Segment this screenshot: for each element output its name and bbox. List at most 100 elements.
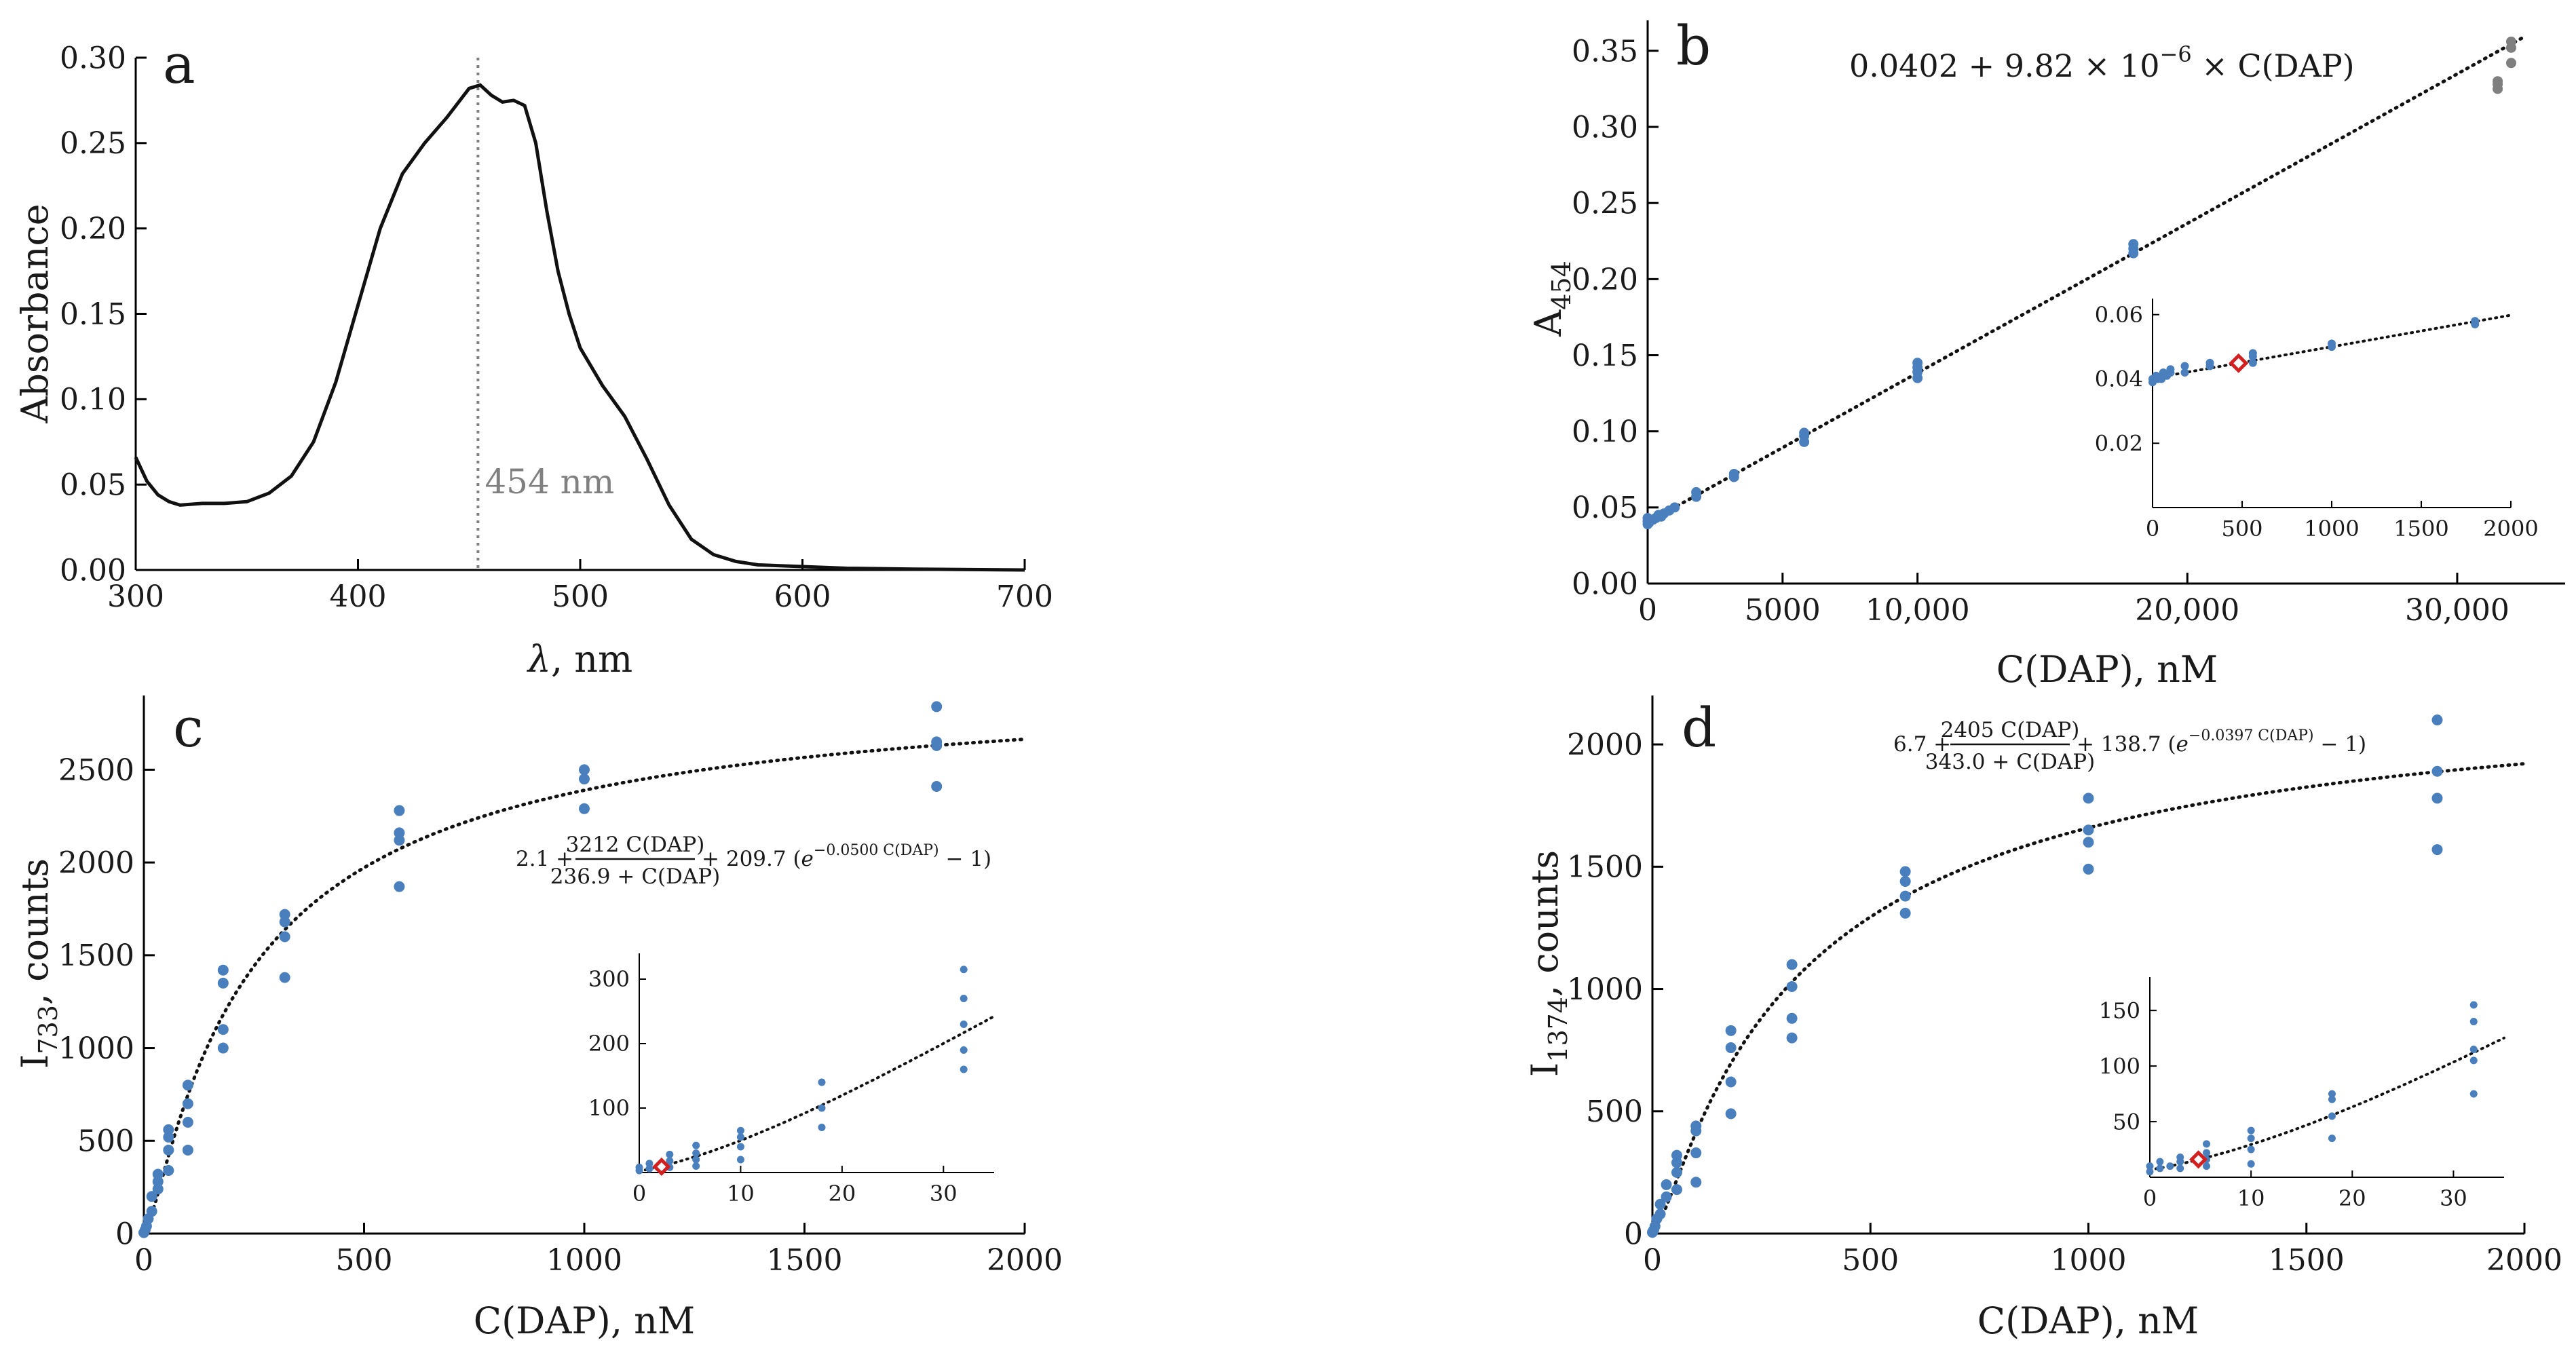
- x-tick-label: 5000: [1745, 593, 1821, 628]
- data-point: [279, 916, 290, 928]
- x-tick-label: 1500: [767, 1243, 843, 1278]
- panel-c-inset-ticks: 0 10 20 30 100 200 300: [588, 966, 958, 1206]
- data-point: [931, 780, 943, 792]
- panel-b-eq-variable: C(DAP): [2237, 47, 2354, 84]
- panel-b-eq-intercept: 0.0402: [1849, 47, 1958, 84]
- inset-data-point: [2176, 1154, 2184, 1161]
- data-point: [217, 977, 229, 989]
- inset-data-point: [2248, 358, 2257, 367]
- panel-a-ylabel: Absorbance: [14, 204, 56, 423]
- inset-data-point: [692, 1162, 700, 1170]
- panel-d-ylabel-sub: 1374: [1543, 997, 1573, 1063]
- panel-b-inset-ticks: 0 500 1000 1500 2000 0.02 0.04 0.06: [2095, 302, 2539, 541]
- panel-c-ylabel-suffix: , counts: [14, 858, 56, 1005]
- data-point: [579, 764, 590, 776]
- inset-data-point: [2146, 1168, 2154, 1176]
- y-tick-label: 0.10: [1572, 415, 1638, 449]
- y-tick-label: 0.05: [60, 468, 126, 503]
- panel-a-xlabel: λ, nm: [527, 638, 633, 681]
- data-point: [217, 1042, 229, 1054]
- inset-data-point: [2248, 349, 2257, 358]
- inset-data-point: [666, 1157, 674, 1165]
- data-point: [1691, 487, 1702, 497]
- inset-data-point: [736, 1156, 744, 1164]
- panel-d-points: [1647, 714, 2443, 1238]
- data-point: [152, 1183, 164, 1195]
- panel-a: 300 400 500 600 700 0.00 0.05 0.10 0.15 0.20 0.25 0…: [14, 33, 1053, 681]
- panel-b-ylabel-main: A: [1527, 309, 1570, 337]
- data-point: [1786, 1032, 1798, 1044]
- panel-b-eq-times2: ×: [2192, 47, 2238, 84]
- x-tick-label: 1000: [546, 1243, 622, 1278]
- inset-data-point: [666, 1150, 674, 1158]
- panel-d-eq-numerator: 2405 C(DAP): [1941, 718, 2080, 742]
- panel-d-inset-ticks: 0 10 20 30 50 100 150: [2099, 997, 2467, 1211]
- inset-data-point: [2166, 365, 2175, 374]
- panel-d-xlabel: C(DAP), nM: [1977, 1299, 2199, 1342]
- x-tick-label: 500: [336, 1243, 393, 1278]
- data-point: [1786, 1012, 1798, 1024]
- data-point: [279, 972, 290, 983]
- y-tick-label: 0.15: [60, 297, 126, 332]
- inset-data-point: [960, 1065, 968, 1073]
- data-point: [394, 827, 405, 839]
- data-point: [579, 803, 590, 814]
- data-point: [1690, 1177, 1702, 1188]
- panel-b-points: [1642, 36, 2516, 530]
- panel-c-xlabel: C(DAP), nM: [474, 1299, 695, 1342]
- inset-data-point: [2176, 1164, 2184, 1173]
- inset-data-point: [2203, 1162, 2211, 1170]
- x-tick-label: 30: [2440, 1185, 2467, 1211]
- y-tick-label: 0.20: [1572, 263, 1638, 297]
- y-tick-label: 0.30: [1572, 110, 1638, 145]
- y-tick-label: 0.02: [2095, 430, 2143, 456]
- panel-a-peak-label: 454 nm: [485, 462, 614, 501]
- panel-b-xlabel: C(DAP), nM: [1996, 648, 2218, 691]
- data-point: [931, 701, 943, 712]
- panel-a-xlabel-symbol: λ: [527, 638, 551, 681]
- panel-d-ylabel-main: I: [1523, 1063, 1566, 1077]
- x-tick-label: 0: [2143, 1185, 2157, 1211]
- inset-data-point: [2328, 1112, 2336, 1120]
- data-point: [279, 909, 290, 920]
- panel-b-inset: 0 500 1000 1500 2000 0.02 0.04 0.06: [2095, 299, 2539, 541]
- x-tick-label: 0: [2146, 516, 2159, 541]
- data-point: [2431, 765, 2443, 777]
- data-point: [152, 1168, 164, 1180]
- inset-data-point: [818, 1124, 826, 1131]
- data-point: [1899, 866, 1911, 877]
- y-tick-label: 2000: [58, 846, 134, 881]
- data-point: [1690, 1147, 1702, 1159]
- data-point: [1899, 875, 1911, 887]
- x-tick-label: 10: [2237, 1185, 2265, 1211]
- x-tick-label: 2000: [987, 1243, 1063, 1278]
- inset-data-point: [2469, 1001, 2478, 1009]
- data-point: [1799, 427, 1810, 438]
- data-point: [1725, 1076, 1737, 1088]
- panel-d-eq-denominator: 343.0 + C(DAP): [1925, 750, 2095, 774]
- data-point: [1725, 1025, 1737, 1036]
- inset-data-point: [2205, 358, 2214, 367]
- inset-data-point: [2328, 1090, 2336, 1098]
- inset-data-point: [960, 1046, 968, 1054]
- inset-data-point: [2469, 1018, 2478, 1026]
- data-point: [2431, 714, 2443, 726]
- x-tick-label: 0: [1643, 1243, 1662, 1278]
- panel-c-inset-lod-marker: [652, 1157, 671, 1176]
- inset-data-point: [2166, 1162, 2174, 1170]
- inset-data-point: [2203, 1140, 2211, 1148]
- inset-data-point: [692, 1141, 700, 1149]
- panel-c-fit-line: [142, 738, 1027, 1235]
- x-tick-label: 1500: [2393, 516, 2448, 541]
- inset-data-point: [2469, 1056, 2478, 1065]
- data-point: [152, 1176, 164, 1187]
- panel-c-eq-intercept: 2.1 +: [516, 847, 573, 871]
- data-point: [2431, 844, 2443, 856]
- panel-d-eq-intercept: 6.7 +: [1893, 732, 1951, 757]
- excluded-point: [2505, 58, 2516, 69]
- data-point: [2083, 824, 2094, 836]
- y-tick-label: 150: [2099, 997, 2140, 1023]
- data-point: [1661, 1179, 1672, 1190]
